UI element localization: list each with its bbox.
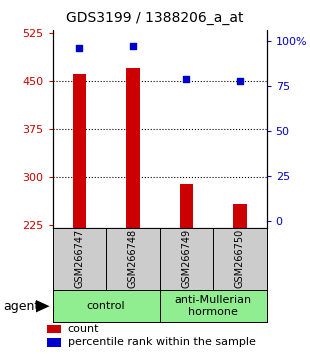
Bar	[46, 325, 61, 333]
Text: anti-Mullerian
hormone: anti-Mullerian hormone	[175, 295, 252, 317]
Bar	[233, 204, 246, 228]
Text: control: control	[87, 301, 126, 311]
Bar	[180, 184, 193, 228]
Text: GDS3199 / 1388206_a_at: GDS3199 / 1388206_a_at	[66, 11, 244, 25]
Point	[131, 44, 135, 49]
Text: agent: agent	[3, 300, 39, 313]
Bar	[126, 68, 140, 228]
Text: percentile rank within the sample: percentile rank within the sample	[68, 337, 255, 347]
Text: GSM266747: GSM266747	[74, 228, 84, 288]
Point	[184, 76, 189, 81]
Text: count: count	[68, 324, 99, 334]
Bar	[46, 338, 61, 347]
Bar	[73, 74, 86, 228]
Polygon shape	[36, 300, 50, 313]
Point	[237, 78, 242, 84]
Text: GSM266748: GSM266748	[128, 228, 138, 288]
Point	[77, 45, 82, 51]
Text: GSM266750: GSM266750	[235, 228, 245, 288]
Text: GSM266749: GSM266749	[181, 228, 191, 288]
